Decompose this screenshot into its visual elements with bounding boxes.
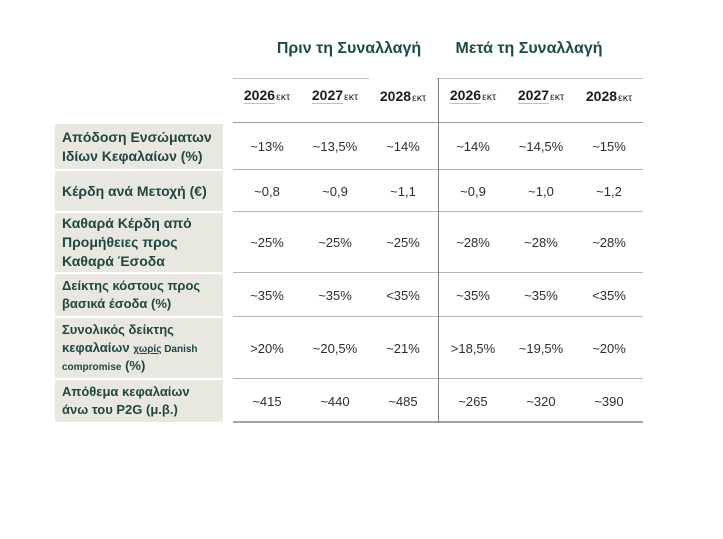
value-cell: ~28% — [456, 235, 490, 250]
value-cell: ~1,2 — [596, 183, 622, 199]
value-cell: ~14% — [456, 139, 490, 154]
year-header-after-2026: 2026 εκτ — [439, 87, 507, 104]
label-suffix: (%) — [125, 358, 146, 373]
year-suffix: εκτ — [344, 91, 359, 103]
year-header-before-2027: 2027 εκτ — [301, 87, 369, 104]
year-header-before-2028: 2028 εκτ — [369, 88, 437, 104]
value-cell: ~0,8 — [254, 183, 280, 199]
value-cell: ~35% — [456, 287, 490, 303]
year-suffix: εκτ — [482, 91, 497, 103]
row-label-earnings-per-share: Κέρδη ανά Μετοχή (€) — [55, 171, 223, 211]
value-cell: ~14,5% — [518, 139, 564, 154]
value-cell: ~35% — [250, 287, 284, 303]
row-label-cost-to-core-income: Δείκτης κόστους προς βασικά έσοδα (%) — [55, 274, 223, 316]
row-label-text: Καθαρά Κέρδη από Προμήθειες προς Καθαρά … — [62, 215, 192, 269]
metrics-table: 2026 εκτ 2027 εκτ 2028 εκτ 2026 εκτ 2027 εκτ … — [55, 78, 643, 423]
value-cell: ~15% — [592, 139, 626, 154]
row-label-capital-buffer-above-p2g: Απόθεμα κεφαλαίων άνω του P2G (μ.β.) — [55, 380, 223, 422]
value-cell: ~21% — [386, 340, 420, 356]
value-cell: ~25% — [386, 235, 420, 250]
row-label-text: Κέρδη ανά Μετοχή (€) — [62, 182, 207, 199]
year-number: 2027 — [311, 87, 344, 104]
row-label-net-fee-income-ratio: Καθαρά Κέρδη από Προμήθειες προς Καθαρά … — [55, 213, 223, 272]
year-number: 2027 — [517, 87, 550, 104]
value-cell: ~1,0 — [528, 183, 554, 199]
value-cell: ~0,9 — [322, 183, 348, 199]
label-main: Συνολικός δείκτης κεφαλαίων — [62, 322, 174, 355]
value-cell: >20% — [250, 340, 284, 356]
value-cell: ~19,5% — [518, 340, 564, 356]
header-top-border-right — [437, 78, 643, 79]
value-cell: ~0,9 — [460, 183, 486, 199]
value-cell: ~14% — [386, 139, 420, 154]
value-cell: ~20,5% — [312, 340, 358, 356]
year-number: 2026 — [449, 87, 482, 104]
year-number: 2028 — [379, 87, 412, 104]
group-divider-line — [437, 78, 439, 423]
row-label-text: Απόθεμα κεφαλαίων άνω του P2G (μ.β.) — [62, 384, 190, 417]
value-cell: ~35% — [318, 287, 352, 303]
year-number: 2026 — [243, 87, 276, 104]
row-label-text: Δείκτης κόστους προς βασικά έσοδα (%) — [62, 278, 201, 311]
group-title-before-transaction: Πριν τη Συναλλαγή — [276, 40, 422, 57]
row-label-total-capital-ratio: Συνολικός δείκτης κεφαλαίων χωρίς Danish… — [55, 318, 223, 378]
value-cell: ~25% — [318, 235, 352, 250]
row-label-return-on-tangible-equity: Απόδοση Ενσώματων Ιδίων Κεφαλαίων (%) — [55, 124, 223, 169]
year-header-after-2028: 2028 εκτ — [575, 88, 643, 104]
value-cell: <35% — [592, 287, 626, 303]
value-cell: ~28% — [592, 235, 626, 250]
label-small-underlined: χωρίς — [133, 344, 162, 355]
year-header-after-2027: 2027 εκτ — [507, 87, 575, 104]
value-cell: ~1,1 — [390, 183, 416, 199]
value-cell: ~20% — [592, 340, 626, 356]
row-label-text: Απόδοση Ενσώματων Ιδίων Κεφαλαίων (%) — [62, 128, 212, 164]
value-cell: >18,5% — [450, 340, 496, 356]
value-cell: ~440 — [320, 393, 350, 409]
value-cell: ~13,5% — [312, 139, 358, 154]
value-cell: ~320 — [526, 393, 556, 409]
value-cell: ~485 — [388, 393, 418, 409]
label-small: χωρίς Danish compromise — [62, 344, 198, 373]
label-small-text: Danish compromise — [62, 344, 198, 373]
year-suffix: εκτ — [550, 91, 565, 103]
value-cell: ~265 — [458, 393, 488, 409]
value-cell: ~35% — [524, 287, 558, 303]
value-cell: <35% — [386, 287, 420, 303]
value-cell: ~25% — [250, 235, 284, 250]
group-title-after-transaction: Μετά τη Συναλλαγή — [455, 40, 603, 57]
year-suffix: εκτ — [412, 91, 427, 104]
value-cell: ~415 — [252, 393, 282, 409]
year-number: 2028 — [585, 87, 618, 104]
value-cell: ~390 — [594, 393, 624, 409]
value-cell: ~28% — [524, 235, 558, 250]
header-top-border-left — [233, 78, 369, 79]
year-suffix: εκτ — [618, 91, 633, 104]
year-suffix: εκτ — [276, 91, 291, 103]
value-cell: ~13% — [250, 139, 284, 154]
row-label-text: Συνολικός δείκτης κεφαλαίων χωρίς Danish… — [62, 321, 219, 375]
year-header-before-2026: 2026 εκτ — [233, 87, 301, 104]
